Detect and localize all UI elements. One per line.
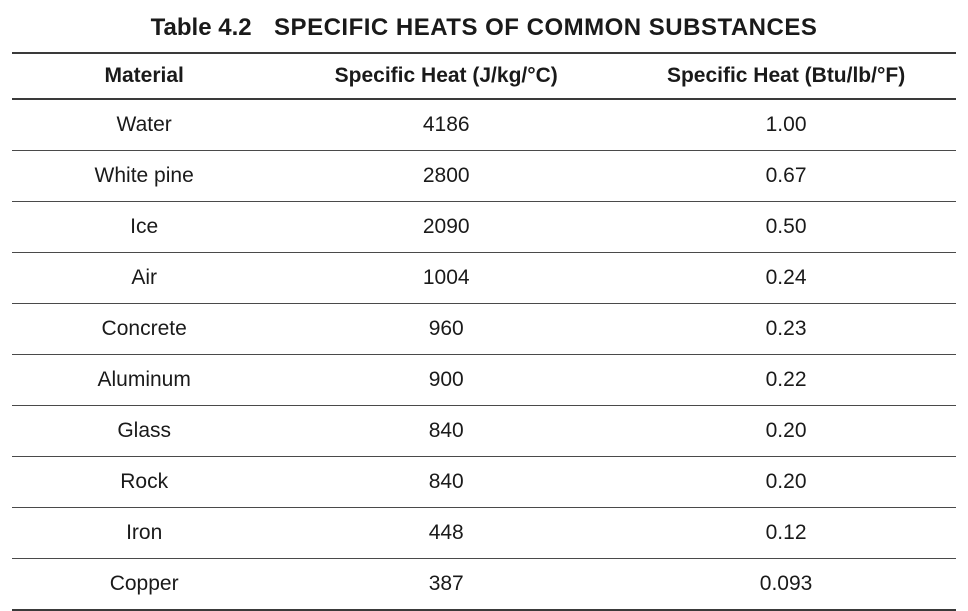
- cell-material: White pine: [12, 151, 276, 202]
- table-row: Iron 448 0.12: [12, 508, 956, 559]
- table-title: SPECIFIC HEATS OF COMMON SUBSTANCES: [274, 14, 817, 41]
- table-row: Air 1004 0.24: [12, 253, 956, 304]
- cell-btu: 0.50: [616, 202, 956, 253]
- table-number: Table 4.2: [151, 14, 252, 41]
- col-header-material: Material: [12, 53, 276, 99]
- cell-si: 4186: [276, 99, 616, 151]
- cell-si: 2800: [276, 151, 616, 202]
- cell-btu: 0.20: [616, 457, 956, 508]
- table-row: Rock 840 0.20: [12, 457, 956, 508]
- cell-si: 448: [276, 508, 616, 559]
- cell-btu: 0.22: [616, 355, 956, 406]
- table-row: Water 4186 1.00: [12, 99, 956, 151]
- table-row: Copper 387 0.093: [12, 559, 956, 611]
- table-row: Glass 840 0.20: [12, 406, 956, 457]
- cell-material: Water: [12, 99, 276, 151]
- cell-material: Copper: [12, 559, 276, 611]
- cell-si: 2090: [276, 202, 616, 253]
- cell-btu: 0.67: [616, 151, 956, 202]
- cell-material: Iron: [12, 508, 276, 559]
- table-row: Concrete 960 0.23: [12, 304, 956, 355]
- cell-si: 1004: [276, 253, 616, 304]
- page: Table 4.2 SPECIFIC HEATS OF COMMON SUBST…: [0, 0, 968, 611]
- table-row: White pine 2800 0.67: [12, 151, 956, 202]
- cell-btu: 0.093: [616, 559, 956, 611]
- table-header-row: Material Specific Heat (J/kg/°C) Specifi…: [12, 53, 956, 99]
- cell-btu: 0.24: [616, 253, 956, 304]
- col-header-si: Specific Heat (J/kg/°C): [276, 53, 616, 99]
- col-header-btu: Specific Heat (Btu/lb/°F): [616, 53, 956, 99]
- cell-si: 387: [276, 559, 616, 611]
- cell-btu: 0.23: [616, 304, 956, 355]
- cell-si: 840: [276, 406, 616, 457]
- table-row: Ice 2090 0.50: [12, 202, 956, 253]
- specific-heats-table: Material Specific Heat (J/kg/°C) Specifi…: [12, 52, 956, 611]
- cell-btu: 0.20: [616, 406, 956, 457]
- cell-si: 840: [276, 457, 616, 508]
- cell-material: Air: [12, 253, 276, 304]
- table-caption: Table 4.2 SPECIFIC HEATS OF COMMON SUBST…: [12, 0, 956, 52]
- cell-material: Glass: [12, 406, 276, 457]
- cell-material: Concrete: [12, 304, 276, 355]
- cell-btu: 1.00: [616, 99, 956, 151]
- table-row: Aluminum 900 0.22: [12, 355, 956, 406]
- cell-si: 960: [276, 304, 616, 355]
- cell-si: 900: [276, 355, 616, 406]
- cell-btu: 0.12: [616, 508, 956, 559]
- cell-material: Rock: [12, 457, 276, 508]
- cell-material: Aluminum: [12, 355, 276, 406]
- cell-material: Ice: [12, 202, 276, 253]
